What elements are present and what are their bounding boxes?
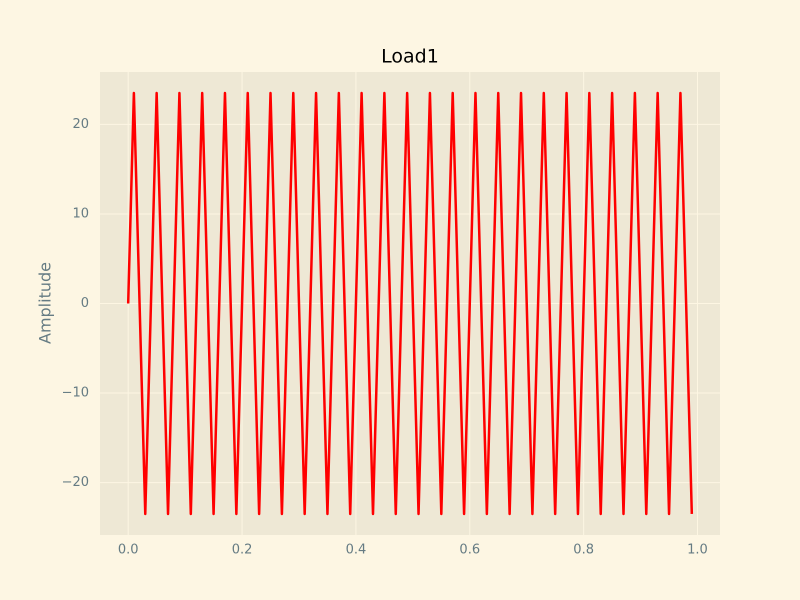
x-tick-label: 0.0 — [118, 543, 139, 558]
x-tick-label: 0.4 — [346, 543, 367, 558]
x-tick-label: 0.8 — [573, 543, 594, 558]
y-tick-label: −10 — [62, 386, 89, 401]
y-tick-label: 0 — [81, 296, 89, 311]
y-tick-label: 20 — [72, 117, 89, 132]
y-axis-label: Amplitude — [36, 262, 55, 344]
x-tick-label: 0.2 — [232, 543, 253, 558]
x-tick-label: 1.0 — [687, 543, 708, 558]
line-series — [126, 91, 694, 516]
x-tick-label: 0.6 — [459, 543, 480, 558]
y-tick-label: −20 — [62, 475, 89, 490]
chart-title: Load1 — [381, 46, 439, 68]
y-tick-label: 10 — [72, 206, 89, 221]
